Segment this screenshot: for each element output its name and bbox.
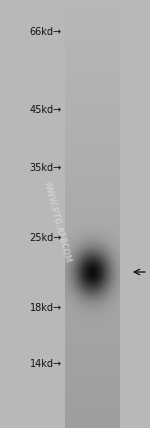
Text: 25kd→: 25kd→ bbox=[30, 233, 62, 243]
Text: 66kd→: 66kd→ bbox=[30, 27, 62, 37]
Text: 14kd→: 14kd→ bbox=[30, 359, 62, 369]
Text: WWW.PTG.AEBCOM: WWW.PTG.AEBCOM bbox=[42, 181, 72, 265]
Text: 45kd→: 45kd→ bbox=[30, 105, 62, 115]
Text: 18kd→: 18kd→ bbox=[30, 303, 62, 313]
Text: 35kd→: 35kd→ bbox=[30, 163, 62, 173]
